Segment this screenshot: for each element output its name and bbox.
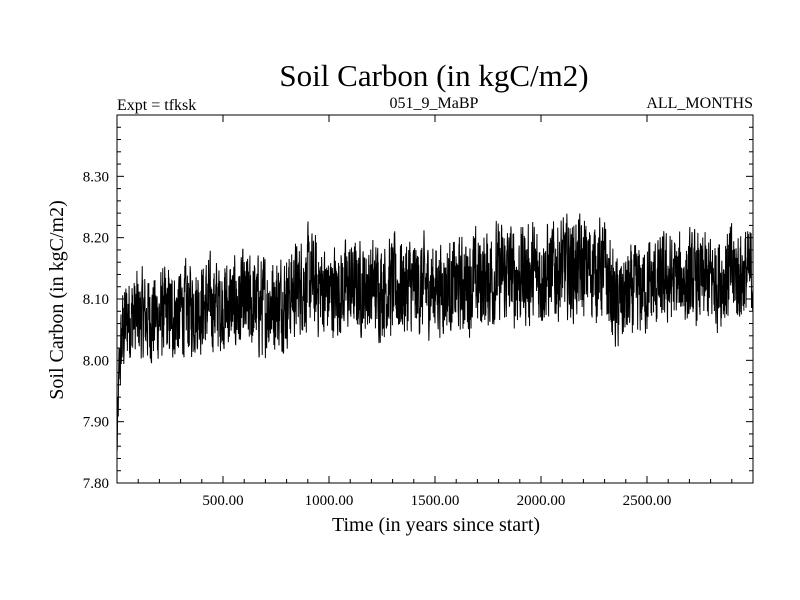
series-line (116, 213, 754, 451)
subtitle-left: Expt = tfksk (117, 97, 196, 114)
x-axis: 500.00 1000.00 1500.00 2000.00 2500.00 (137, 115, 733, 509)
y-tick-label: 8.00 (83, 353, 109, 369)
y-tick-label: 8.20 (83, 231, 109, 247)
chart-title: Soil Carbon (in kgC/m2) (279, 58, 588, 93)
x-tick-label: 500.00 (202, 493, 243, 509)
x-tick-label: 1000.00 (305, 493, 354, 509)
subtitle-right: ALL_MONTHS (646, 95, 753, 112)
y-tick-label: 7.80 (83, 476, 109, 492)
x-tick-label: 1500.00 (411, 493, 460, 509)
y-tick-label: 7.90 (83, 415, 109, 431)
y-axis-label: Soil Carbon (in kgC/m2) (46, 200, 68, 399)
x-axis-label: Time (in years since start) (332, 514, 540, 536)
y-axis: 7.80 7.90 8.00 8.10 8.20 8.30 (83, 126, 753, 492)
x-tick-label: 2500.00 (623, 493, 672, 509)
y-tick-label: 8.10 (83, 292, 109, 308)
y-tick-label: 8.30 (83, 169, 109, 185)
x-tick-label: 2000.00 (517, 493, 566, 509)
subtitle-center: 051_9_MaBP (390, 95, 479, 112)
